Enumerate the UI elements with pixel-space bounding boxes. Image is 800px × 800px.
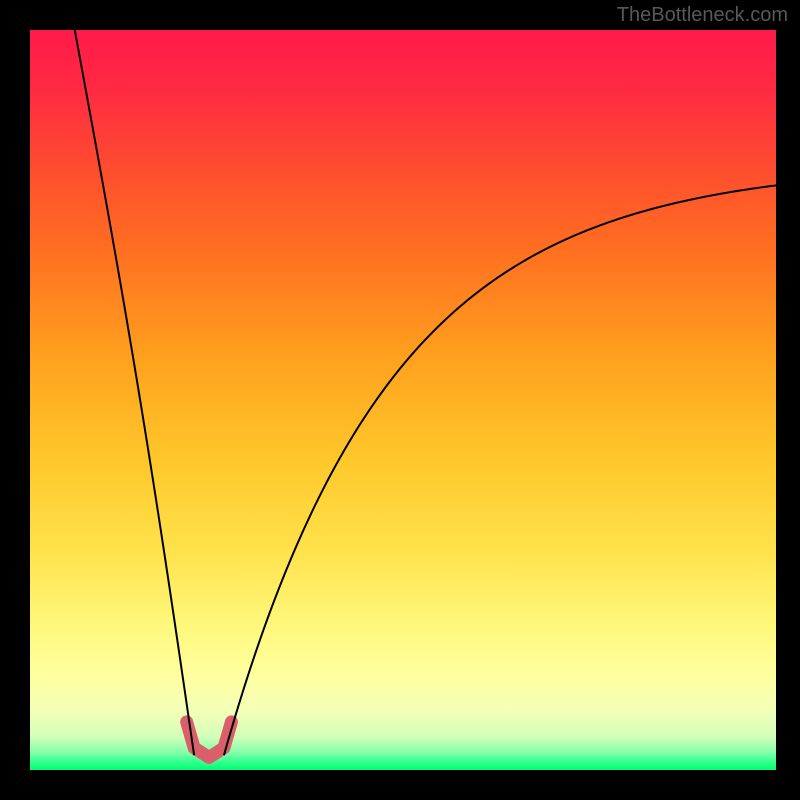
chart-container: TheBottleneck.com xyxy=(0,0,800,800)
plot-area xyxy=(30,30,776,770)
watermark-text: TheBottleneck.com xyxy=(617,4,788,27)
gradient-background xyxy=(30,30,776,770)
plot-svg xyxy=(30,30,776,770)
